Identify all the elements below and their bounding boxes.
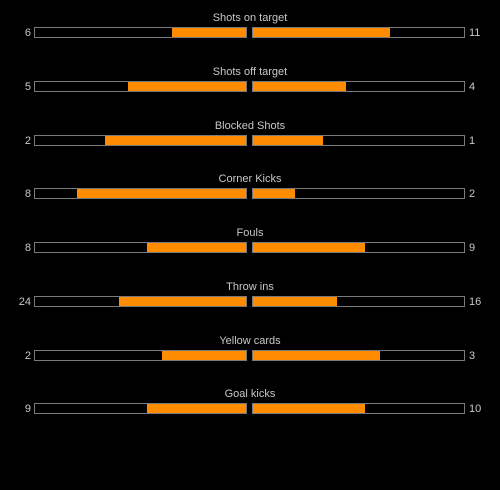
away-bar-fill [253, 404, 365, 413]
home-bar [34, 188, 247, 199]
away-bar [252, 296, 465, 307]
away-bar-fill [253, 351, 380, 360]
away-bar [252, 188, 465, 199]
away-value: 2 [469, 188, 476, 200]
home-value: 2 [24, 135, 31, 147]
home-bar-fill [146, 404, 246, 413]
away-bar-fill [253, 82, 346, 91]
away-bar [252, 81, 465, 92]
away-value: 4 [469, 81, 476, 93]
home-value: 5 [24, 81, 31, 93]
stat-row: Blocked Shots 2 1 [0, 120, 500, 160]
away-bar [252, 27, 465, 38]
home-bar-fill [127, 82, 246, 91]
away-value: 10 [469, 403, 482, 415]
home-bar [34, 135, 247, 146]
home-bar-fill [119, 297, 246, 306]
home-value: 9 [24, 403, 31, 415]
stat-label: Shots off target [212, 66, 288, 78]
stat-row: Shots on target 6 11 [0, 12, 500, 52]
away-value: 9 [469, 242, 476, 254]
stat-row: Corner Kicks 8 2 [0, 173, 500, 213]
away-value: 11 [469, 27, 481, 39]
home-bar [34, 403, 247, 414]
home-value: 6 [24, 27, 31, 39]
stat-label: Shots on target [212, 12, 288, 24]
away-bar-fill [253, 136, 323, 145]
home-bar-fill [104, 136, 246, 145]
home-value: 8 [24, 188, 31, 200]
home-bar-fill [146, 243, 246, 252]
stat-row: Shots off target 5 4 [0, 66, 500, 106]
away-bar [252, 403, 465, 414]
home-bar [34, 296, 247, 307]
home-value: 2 [24, 350, 31, 362]
home-bar [34, 242, 247, 253]
away-bar [252, 242, 465, 253]
away-value: 1 [469, 135, 476, 147]
away-bar [252, 350, 465, 361]
home-value: 24 [18, 296, 31, 308]
away-bar-fill [253, 297, 338, 306]
away-bar [252, 135, 465, 146]
stat-label: Throw ins [226, 281, 274, 293]
stat-row: Fouls 8 9 [0, 227, 500, 267]
home-bar [34, 81, 247, 92]
away-bar-fill [253, 243, 365, 252]
home-bar-fill [161, 351, 246, 360]
stat-row: Throw ins 24 16 [0, 281, 500, 321]
away-value: 16 [469, 296, 482, 308]
stat-label: Yellow cards [219, 335, 281, 347]
away-bar-fill [253, 28, 391, 37]
stat-label: Blocked Shots [214, 120, 286, 132]
stat-row: Yellow cards 2 3 [0, 335, 500, 375]
home-value: 8 [24, 242, 31, 254]
home-bar [34, 27, 247, 38]
stat-label: Fouls [236, 227, 264, 239]
home-bar-fill [77, 189, 246, 198]
away-value: 3 [469, 350, 476, 362]
stat-label: Corner Kicks [218, 173, 282, 185]
stat-label: Goal kicks [224, 388, 276, 400]
away-bar-fill [253, 189, 296, 198]
home-bar-fill [172, 28, 246, 37]
stat-row: Goal kicks 9 10 [0, 388, 500, 428]
home-bar [34, 350, 247, 361]
